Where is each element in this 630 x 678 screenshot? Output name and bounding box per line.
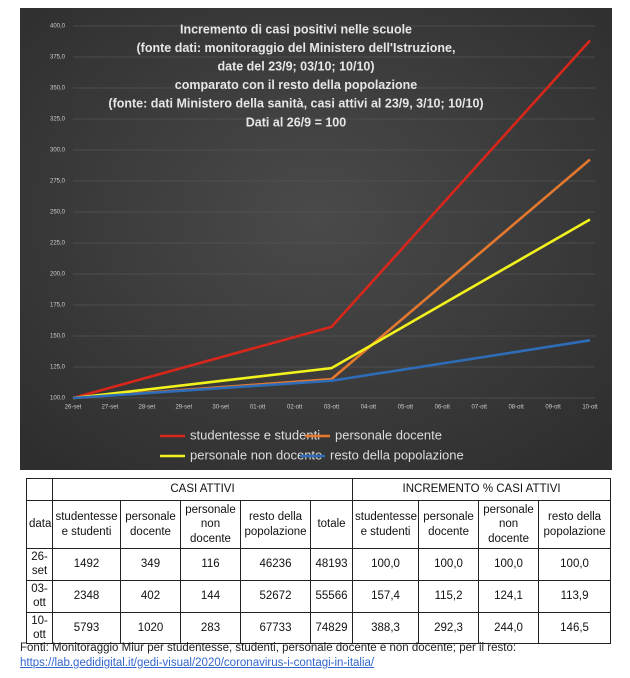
table-cell: 144 (180, 579, 241, 613)
x-tick-label: 30-set (212, 405, 229, 411)
footer-text: Fonti: Monitoraggio Miur per studentesse… (20, 642, 517, 654)
chart-title: (fonte: dati Ministero della sanità, cas… (108, 97, 483, 111)
footer-link[interactable]: https://lab.gedidigital.it/gedi-visual/2… (20, 657, 375, 669)
legend-label: personale non docente (190, 447, 322, 462)
y-tick-label: 125,0 (50, 365, 66, 371)
group-header: CASI ATTIVI (51, 478, 354, 501)
table-cell: 244,0 (478, 611, 540, 645)
y-tick-label: 200,0 (50, 272, 66, 278)
table-cell: 67733 (240, 611, 311, 645)
x-tick-label: 04-ott (361, 405, 377, 411)
table-cell: 5793 (52, 611, 121, 645)
legend-label: resto della popolazione (330, 447, 464, 462)
chart-title: (fonte dati: monitoraggio del Ministero … (137, 41, 456, 55)
corner-cell (26, 478, 53, 501)
chart: 100,0 125,0 150,0 175,0 200,0 225,0 250,0 275,0… (20, 8, 612, 470)
table-cell: 146,5 (538, 611, 612, 645)
table-cell: 100,0 (478, 548, 540, 581)
x-tick-label: 28-set (139, 405, 156, 411)
table-cell: 74829 (309, 611, 354, 645)
column-header: resto della popolazione (538, 500, 612, 549)
table-cell: 52672 (240, 579, 311, 613)
table-cell: 115,2 (418, 579, 480, 613)
x-tick-label: 06-ott (435, 405, 451, 411)
table-cell: 124,1 (478, 579, 540, 613)
data-table: CASI ATTIVI INCREMENTO % CASI ATTIVI data s… (26, 478, 612, 645)
y-tick-label: 325,0 (50, 117, 66, 123)
chart-title: comparato con il resto della popolazione (175, 78, 417, 92)
column-header: studentesse e studenti (52, 500, 121, 549)
table-cell: 116 (180, 548, 241, 581)
x-tick-label: 03-ott (324, 405, 340, 411)
table-cell: 2348 (52, 579, 121, 613)
chart-title: date del 23/9; 03/10; 10/10) (217, 59, 374, 73)
column-header: personale non docente (478, 500, 540, 549)
table-cell: 48193 (309, 548, 354, 581)
x-tick-label: 09-ott (545, 405, 561, 411)
table-cell: 283 (180, 611, 241, 645)
row-date: 26-set (26, 548, 53, 581)
table-cell: 100,0 (352, 548, 420, 581)
x-tick-label: 29-set (175, 405, 192, 411)
y-tick-label: 375,0 (50, 55, 66, 61)
table-cell: 100,0 (418, 548, 480, 581)
x-tick-label: 27-set (102, 405, 119, 411)
table-cell: 1492 (52, 548, 121, 581)
series-line (72, 218, 591, 400)
chart-title: Dati al 26/9 = 100 (246, 115, 346, 129)
x-tick-label: 02-ott (287, 405, 303, 411)
x-tick-label: 01-ott (250, 405, 266, 411)
column-header: data (26, 500, 53, 549)
table-cell: 292,3 (418, 611, 480, 645)
y-tick-label: 175,0 (50, 303, 66, 309)
y-tick-label: 250,0 (50, 210, 66, 216)
column-header: totale (309, 500, 354, 549)
table-cell: 349 (120, 548, 181, 581)
series-line (72, 339, 591, 400)
table-cell: 388,3 (352, 611, 420, 645)
x-tick-label: 05-ott (398, 405, 414, 411)
row-date: 03-ott (26, 579, 53, 613)
y-tick-label: 100,0 (50, 396, 66, 402)
column-header: studentesse e studenti (352, 500, 420, 549)
y-tick-label: 300,0 (50, 148, 66, 154)
x-tick-label: 07-ott (472, 405, 488, 411)
column-header: resto della popolazione (240, 500, 311, 549)
table-cell: 113,9 (538, 579, 612, 613)
y-tick-label: 350,0 (50, 86, 66, 92)
column-header: personale docente (418, 500, 480, 549)
column-header: personale non docente (180, 500, 241, 549)
chart-title: Incremento di casi positivi nelle scuole (180, 22, 412, 36)
table-cell: 100,0 (538, 548, 612, 581)
series-line (72, 39, 591, 400)
y-tick-label: 400,0 (50, 24, 66, 30)
row-date: 10-ott (26, 611, 53, 645)
table-cell: 46236 (240, 548, 311, 581)
table-cell: 55566 (309, 579, 354, 613)
column-header: personale docente (120, 500, 181, 549)
y-tick-label: 225,0 (50, 241, 66, 247)
table-cell: 157,4 (352, 579, 420, 613)
x-tick-label: 10-ott (582, 405, 598, 411)
x-tick-label: 08-ott (508, 405, 524, 411)
x-tick-label: 26-set (65, 405, 82, 411)
legend-label: studentesse e studenti (190, 427, 320, 442)
group-header: INCREMENTO % CASI ATTIVI (352, 478, 612, 501)
table-cell: 402 (120, 579, 181, 613)
y-tick-label: 150,0 (50, 334, 66, 340)
legend-label: personale docente (335, 427, 442, 442)
y-tick-label: 275,0 (50, 179, 66, 185)
table-cell: 1020 (120, 611, 181, 645)
